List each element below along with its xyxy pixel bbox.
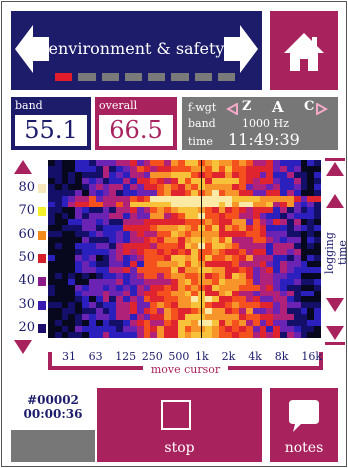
band-frequency-label: band [188, 117, 216, 130]
frequency-tick-label: 31 [62, 350, 76, 363]
stop-button-label: stop [97, 440, 262, 456]
weighting-left-arrow-icon[interactable] [226, 103, 238, 115]
level-scale-label: 30 [13, 297, 35, 312]
level-color-swatch [38, 184, 46, 193]
move-cursor-label: move cursor [143, 363, 228, 376]
level-color-swatch [38, 254, 46, 263]
recording-counter: #00002 00:00:36 [11, 393, 95, 421]
page-indicator-dot[interactable] [55, 73, 72, 81]
frequency-tick-label: 500 [168, 350, 189, 363]
level-color-swatch [38, 231, 46, 240]
frequency-tick-label: 2k [222, 350, 236, 363]
scroll-top-bar[interactable] [325, 158, 345, 161]
logging-time-label: logging time [323, 218, 345, 288]
weighting-option-c[interactable]: C [304, 99, 314, 114]
elapsed-time: 00:00:36 [11, 407, 95, 421]
page-indicator-dot[interactable] [125, 73, 142, 81]
weighting-option-a-selected[interactable]: A [272, 98, 284, 116]
frequency-axis[interactable]: 31 63 125 250 500 1k 2k 4k 8k 16k move cursor [48, 342, 323, 380]
page-title: environment & safety [11, 39, 262, 58]
speech-bubble-icon [287, 398, 321, 434]
move-cursor-right-bar[interactable] [228, 366, 323, 370]
page-indicator-dot[interactable] [171, 73, 188, 81]
overall-level-value: 66.5 [99, 115, 173, 146]
band-level-label: band [15, 99, 43, 112]
frequency-tick-label: 125 [115, 350, 136, 363]
level-scale-label: 80 [13, 180, 35, 195]
level-color-swatch [38, 301, 46, 310]
scroll-to-bottom-icon[interactable] [326, 326, 344, 340]
page-indicator-dot[interactable] [218, 73, 235, 81]
notes-button-label: notes [270, 440, 338, 456]
stop-icon [161, 400, 191, 430]
frequency-tick-label: 1k [195, 350, 209, 363]
overall-level-readout: overall 66.5 [95, 97, 177, 150]
spectrogram-cell [314, 332, 321, 338]
page-navigator: environment & safety [11, 11, 262, 90]
frequency-weighting-label: f-wgt [188, 101, 216, 114]
status-block [11, 430, 95, 462]
frequency-cursor-line[interactable] [201, 160, 202, 338]
time-label: time [188, 135, 213, 148]
frequency-tick-label: 63 [89, 350, 103, 363]
level-scale-label: 20 [13, 320, 35, 335]
weighting-right-arrow-icon[interactable] [316, 103, 328, 115]
weighting-option-z[interactable]: Z [242, 99, 252, 114]
band-level-value: 55.1 [15, 115, 87, 146]
level-color-swatch [38, 324, 46, 333]
level-color-swatch [38, 277, 46, 286]
home-button[interactable] [270, 11, 338, 90]
scroll-to-top-icon[interactable] [326, 162, 344, 176]
frequency-tick-label: 16k [301, 350, 322, 363]
settings-panel: f-wgt Z A C band 1000 Hz time 11:49:39 [182, 97, 338, 150]
record-id: #00002 [11, 393, 95, 407]
page-indicator-dot[interactable] [78, 73, 95, 81]
frequency-tick-label: 4k [248, 350, 262, 363]
level-scale-label: 70 [13, 203, 35, 218]
level-scale-down-icon[interactable] [14, 340, 32, 354]
band-level-readout: band 55.1 [11, 97, 91, 150]
clock-time-value: 11:49:39 [228, 130, 300, 149]
spectrogram-display[interactable] [48, 160, 321, 338]
level-scale-label: 40 [13, 273, 35, 288]
level-scale-up-icon[interactable] [14, 160, 32, 174]
frequency-tick-label: 8k [275, 350, 289, 363]
band-frequency-value: 1000 Hz [242, 117, 289, 130]
page-indicator-dot[interactable] [195, 73, 212, 81]
scroll-down-icon[interactable] [326, 298, 344, 312]
page-indicator-dot[interactable] [148, 73, 165, 81]
stop-button[interactable]: stop [97, 388, 262, 462]
level-color-swatch [38, 207, 46, 216]
home-icon [270, 11, 338, 90]
page-indicator [55, 73, 235, 81]
frequency-tick-label: 250 [142, 350, 163, 363]
scroll-up-icon[interactable] [326, 194, 344, 208]
notes-button[interactable]: notes [270, 388, 338, 462]
level-scale-label: 60 [13, 227, 35, 242]
move-cursor-left-bar[interactable] [48, 366, 143, 370]
scroll-bottom-bar[interactable] [325, 342, 345, 345]
overall-level-label: overall [99, 99, 137, 112]
level-scale-label: 50 [13, 250, 35, 265]
page-indicator-dot[interactable] [102, 73, 119, 81]
